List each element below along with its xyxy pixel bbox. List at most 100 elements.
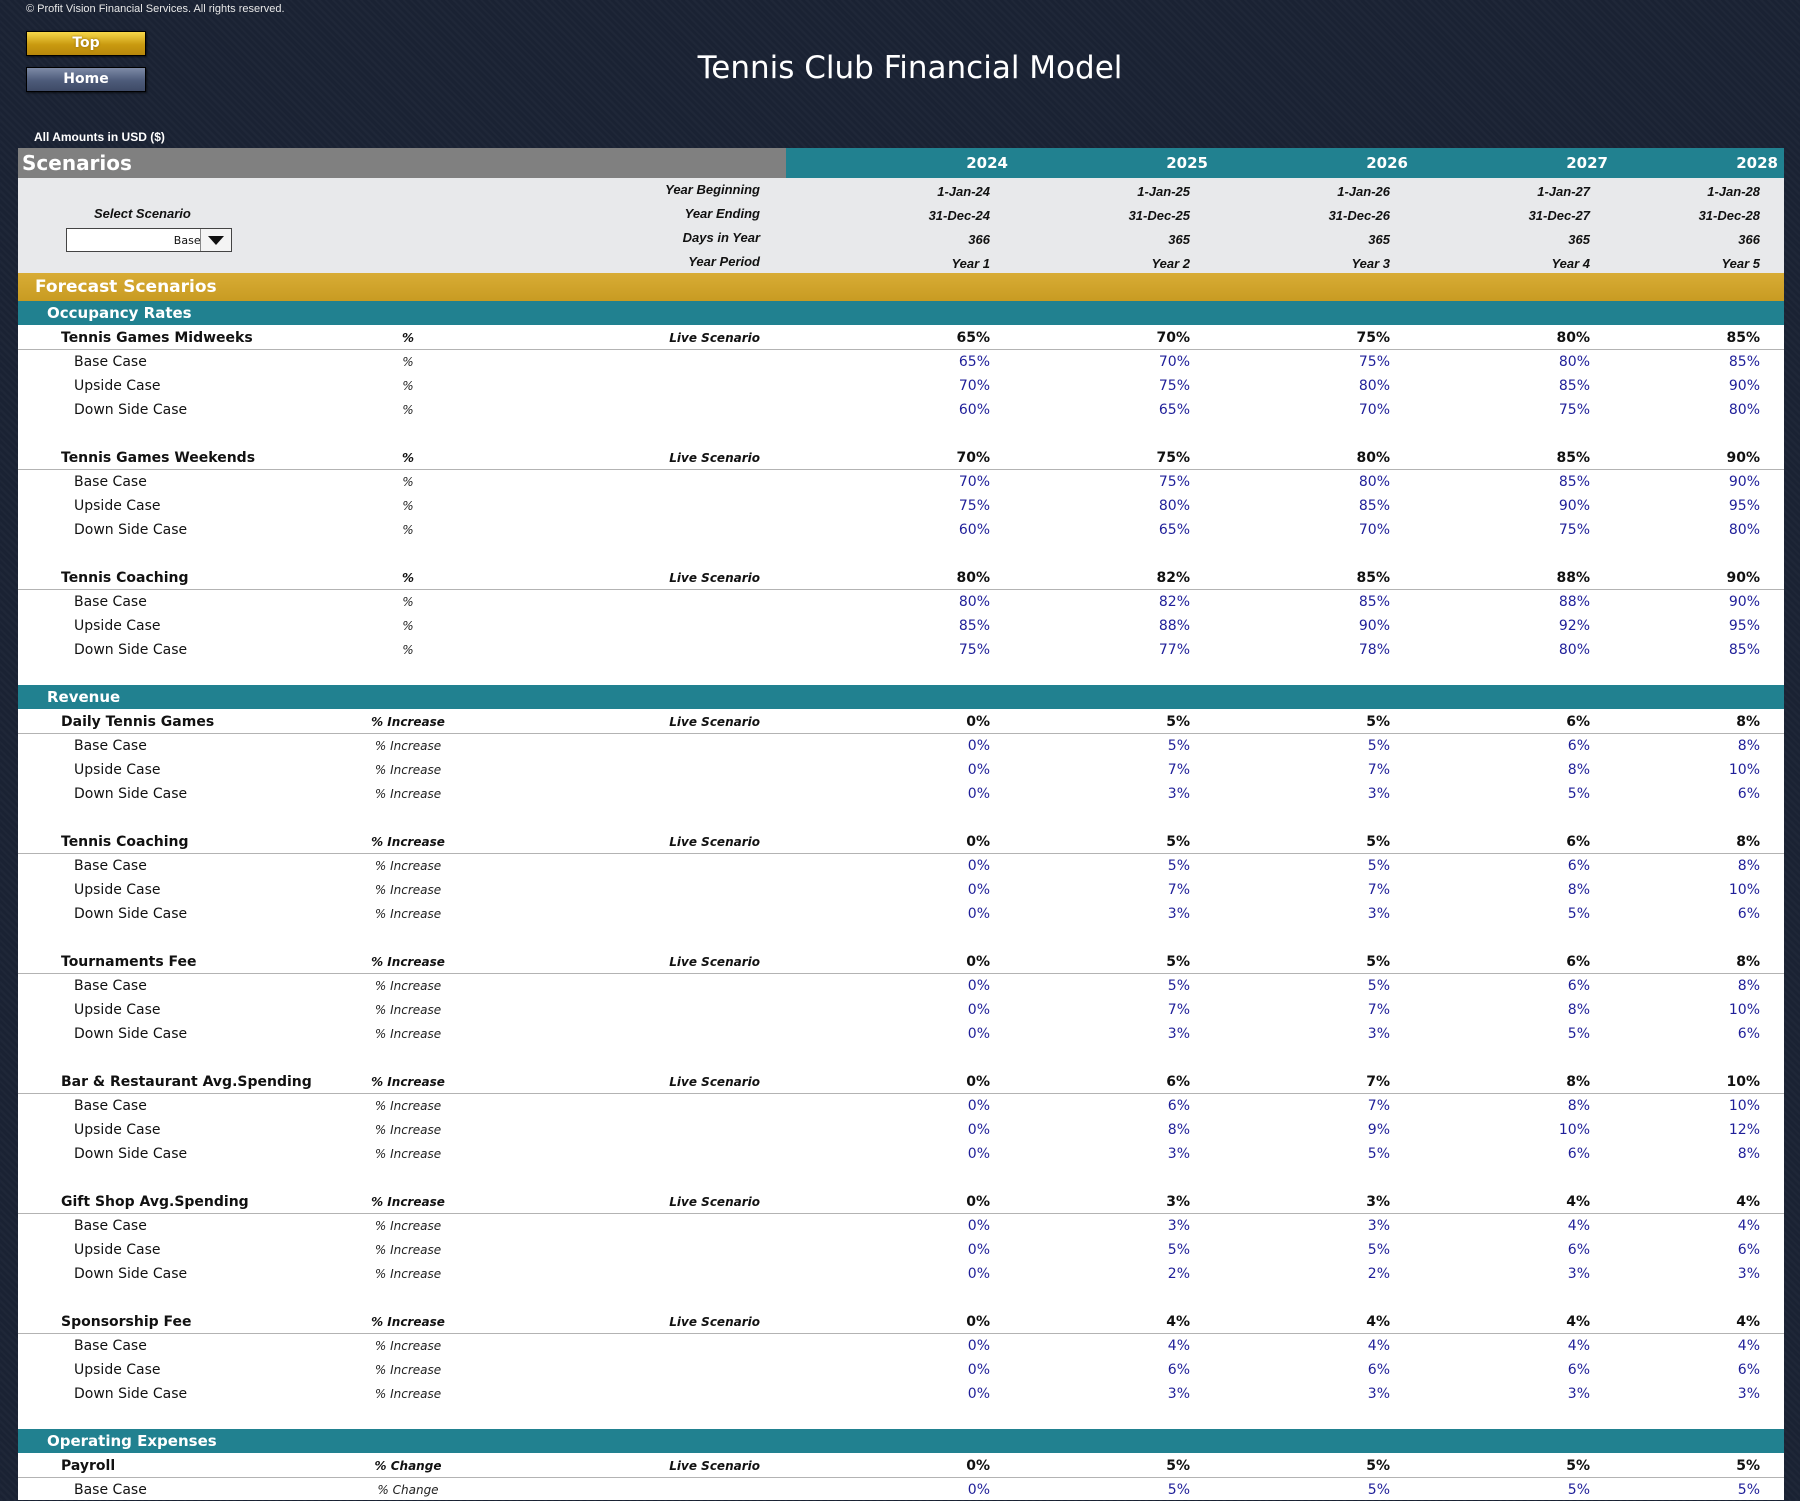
input-cell-value[interactable]: 70% — [1358, 402, 1390, 418]
input-cell-value[interactable]: 0% — [967, 858, 990, 874]
input-cell-value[interactable]: 80% — [1558, 354, 1590, 370]
input-cell-value[interactable]: 6% — [1567, 1146, 1590, 1162]
input-cell-value[interactable]: 82% — [1158, 594, 1190, 610]
scenario-select[interactable]: Base Case — [66, 228, 232, 252]
input-cell-value[interactable]: 0% — [967, 1338, 990, 1354]
input-cell-value[interactable]: 78% — [1358, 642, 1390, 658]
input-cell-value[interactable]: 60% — [958, 522, 990, 538]
input-cell-value[interactable]: 3% — [1167, 1386, 1190, 1402]
input-cell-value[interactable]: 3% — [1167, 1146, 1190, 1162]
input-cell-value[interactable]: 3% — [1367, 786, 1390, 802]
input-cell-value[interactable]: 10% — [1728, 762, 1760, 778]
input-cell-value[interactable]: 8% — [1737, 858, 1760, 874]
input-cell-value[interactable]: 10% — [1728, 1098, 1760, 1114]
input-cell-value[interactable]: 80% — [1728, 402, 1760, 418]
input-cell-value[interactable]: 88% — [1558, 594, 1590, 610]
input-cell-value[interactable]: 5% — [1167, 978, 1190, 994]
input-cell-value[interactable]: 8% — [1567, 1002, 1590, 1018]
input-cell-value[interactable]: 8% — [1567, 1098, 1590, 1114]
input-cell-value[interactable]: 95% — [1728, 498, 1760, 514]
input-cell-value[interactable]: 5% — [1167, 738, 1190, 754]
input-cell-value[interactable]: 75% — [1558, 402, 1590, 418]
input-cell-value[interactable]: 65% — [1158, 522, 1190, 538]
input-cell-value[interactable]: 5% — [1737, 1482, 1760, 1498]
input-cell-value[interactable]: 3% — [1367, 1026, 1390, 1042]
input-cell-value[interactable]: 3% — [1167, 1026, 1190, 1042]
input-cell-value[interactable]: 2% — [1167, 1266, 1190, 1282]
input-cell-value[interactable]: 75% — [958, 642, 990, 658]
input-cell-value[interactable]: 8% — [1737, 738, 1760, 754]
input-cell-value[interactable]: 92% — [1558, 618, 1590, 634]
input-cell-value[interactable]: 80% — [1558, 642, 1590, 658]
input-cell-value[interactable]: 85% — [1358, 594, 1390, 610]
input-cell-value[interactable]: 0% — [967, 762, 990, 778]
input-cell-value[interactable]: 2% — [1367, 1266, 1390, 1282]
input-cell-value[interactable]: 4% — [1737, 1218, 1760, 1234]
input-cell-value[interactable]: 5% — [1567, 1482, 1590, 1498]
input-cell-value[interactable]: 6% — [1567, 738, 1590, 754]
input-cell-value[interactable]: 65% — [958, 354, 990, 370]
input-cell-value[interactable]: 4% — [1367, 1338, 1390, 1354]
input-cell-value[interactable]: 5% — [1567, 1026, 1590, 1042]
input-cell-value[interactable]: 0% — [967, 1482, 990, 1498]
input-cell-value[interactable]: 3% — [1737, 1386, 1760, 1402]
input-cell-value[interactable]: 75% — [958, 498, 990, 514]
input-cell-value[interactable]: 90% — [1358, 618, 1390, 634]
input-cell-value[interactable]: 85% — [1358, 498, 1390, 514]
input-cell-value[interactable]: 80% — [1358, 474, 1390, 490]
input-cell-value[interactable]: 0% — [967, 1242, 990, 1258]
input-cell-value[interactable]: 70% — [958, 378, 990, 394]
input-cell-value[interactable]: 75% — [1158, 378, 1190, 394]
input-cell-value[interactable]: 7% — [1367, 1002, 1390, 1018]
input-cell-value[interactable]: 6% — [1737, 906, 1760, 922]
input-cell-value[interactable]: 6% — [1567, 1242, 1590, 1258]
input-cell-value[interactable]: 5% — [1167, 1242, 1190, 1258]
input-cell-value[interactable]: 6% — [1167, 1362, 1190, 1378]
input-cell-value[interactable]: 70% — [958, 474, 990, 490]
input-cell-value[interactable]: 3% — [1567, 1386, 1590, 1402]
input-cell-value[interactable]: 0% — [967, 906, 990, 922]
input-cell-value[interactable]: 7% — [1367, 762, 1390, 778]
top-button[interactable]: Top — [26, 31, 146, 56]
input-cell-value[interactable]: 0% — [967, 978, 990, 994]
input-cell-value[interactable]: 70% — [1158, 354, 1190, 370]
input-cell-value[interactable]: 6% — [1737, 1242, 1760, 1258]
input-cell-value[interactable]: 85% — [1558, 474, 1590, 490]
input-cell-value[interactable]: 90% — [1728, 594, 1760, 610]
input-cell-value[interactable]: 6% — [1737, 1026, 1760, 1042]
dropdown-button[interactable] — [200, 229, 231, 251]
input-cell-value[interactable]: 77% — [1158, 642, 1190, 658]
input-cell-value[interactable]: 60% — [958, 402, 990, 418]
input-cell-value[interactable]: 0% — [967, 738, 990, 754]
input-cell-value[interactable]: 5% — [1167, 1482, 1190, 1498]
input-cell-value[interactable]: 0% — [967, 1098, 990, 1114]
input-cell-value[interactable]: 3% — [1737, 1266, 1760, 1282]
input-cell-value[interactable]: 0% — [967, 1002, 990, 1018]
input-cell-value[interactable]: 0% — [967, 1122, 990, 1138]
input-cell-value[interactable]: 95% — [1728, 618, 1760, 634]
input-cell-value[interactable]: 0% — [967, 882, 990, 898]
input-cell-value[interactable]: 85% — [1728, 642, 1760, 658]
input-cell-value[interactable]: 5% — [1367, 978, 1390, 994]
input-cell-value[interactable]: 3% — [1167, 906, 1190, 922]
input-cell-value[interactable]: 4% — [1567, 1338, 1590, 1354]
input-cell-value[interactable]: 8% — [1567, 882, 1590, 898]
input-cell-value[interactable]: 7% — [1367, 882, 1390, 898]
input-cell-value[interactable]: 80% — [958, 594, 990, 610]
input-cell-value[interactable]: 4% — [1567, 1218, 1590, 1234]
input-cell-value[interactable]: 0% — [967, 1218, 990, 1234]
input-cell-value[interactable]: 85% — [1558, 378, 1590, 394]
input-cell-value[interactable]: 75% — [1158, 474, 1190, 490]
input-cell-value[interactable]: 6% — [1567, 1362, 1590, 1378]
input-cell-value[interactable]: 6% — [1737, 1362, 1760, 1378]
input-cell-value[interactable]: 90% — [1728, 378, 1760, 394]
input-cell-value[interactable]: 90% — [1728, 474, 1760, 490]
input-cell-value[interactable]: 5% — [1567, 786, 1590, 802]
input-cell-value[interactable]: 5% — [1367, 1482, 1390, 1498]
input-cell-value[interactable]: 6% — [1167, 1098, 1190, 1114]
input-cell-value[interactable]: 3% — [1167, 786, 1190, 802]
input-cell-value[interactable]: 10% — [1728, 882, 1760, 898]
input-cell-value[interactable]: 65% — [1158, 402, 1190, 418]
input-cell-value[interactable]: 85% — [958, 618, 990, 634]
input-cell-value[interactable]: 7% — [1167, 882, 1190, 898]
